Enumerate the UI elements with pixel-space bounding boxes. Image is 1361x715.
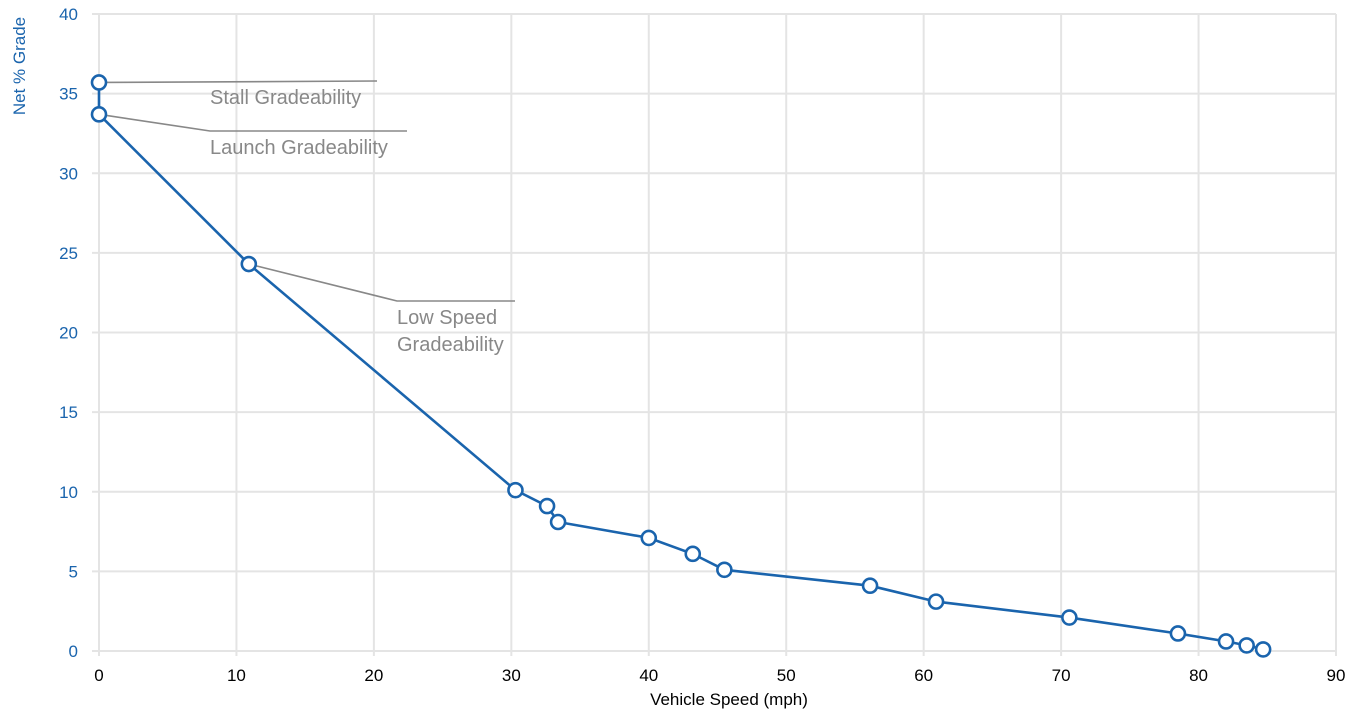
x-tick-label: 40 (639, 666, 658, 685)
y-axis: 0 5 10 15 20 25 30 35 40 (59, 5, 99, 661)
data-point[interactable] (684, 545, 702, 563)
y-tick-label: 0 (69, 642, 78, 661)
data-point[interactable] (861, 577, 879, 595)
data-point[interactable] (507, 481, 524, 499)
y-axis-title: Net % Grade (10, 17, 29, 115)
data-point[interactable] (716, 561, 733, 579)
y-tick-label: 35 (59, 85, 78, 104)
data-point[interactable] (640, 529, 658, 547)
y-tick-label: 15 (59, 403, 78, 422)
y-tick-label: 25 (59, 244, 78, 263)
x-tick-label: 30 (502, 666, 521, 685)
annotation-label: Stall Gradeability (210, 87, 361, 109)
y-tick-label: 20 (59, 324, 78, 343)
data-point[interactable] (549, 513, 567, 531)
y-tick-label: 10 (59, 483, 78, 502)
annotation-leaders (98, 80, 515, 302)
annotation-label: Low Speed (397, 307, 497, 329)
x-tick-label: 50 (777, 666, 796, 685)
series-line (97, 82, 1264, 651)
annotation-leader-line (98, 80, 378, 84)
y-tick-label: 30 (59, 164, 78, 183)
x-axis: 0 10 20 30 40 50 60 70 80 90 (94, 651, 1345, 685)
y-tick-label: 40 (59, 5, 78, 24)
data-point[interactable] (1238, 637, 1255, 654)
annotation-label: Launch Gradeability (210, 137, 388, 159)
data-point[interactable] (240, 255, 258, 273)
data-point[interactable] (927, 593, 945, 610)
annotation-label: Gradeability (397, 334, 504, 356)
data-point[interactable] (1061, 609, 1078, 626)
x-axis-title: Vehicle Speed (mph) (650, 690, 808, 709)
grid (98, 13, 1337, 652)
series-points (90, 74, 1272, 658)
data-point[interactable] (538, 497, 556, 515)
x-tick-label: 0 (94, 666, 103, 685)
data-point[interactable] (1169, 625, 1187, 642)
x-tick-label: 60 (914, 666, 933, 685)
x-tick-label: 90 (1327, 666, 1346, 685)
annotation-leader-line (248, 263, 515, 302)
data-point[interactable] (1254, 641, 1272, 658)
x-tick-label: 70 (1052, 666, 1071, 685)
data-point[interactable] (90, 74, 108, 91)
data-point[interactable] (1217, 633, 1235, 650)
y-tick-label: 5 (69, 562, 78, 581)
x-tick-label: 80 (1189, 666, 1208, 685)
annotations: Stall Gradeability Launch Gradeability Low… (210, 87, 504, 356)
x-tick-label: 10 (227, 666, 246, 685)
annotation-leader-line (98, 113, 407, 132)
x-tick-label: 20 (364, 666, 383, 685)
data-point[interactable] (90, 106, 108, 123)
